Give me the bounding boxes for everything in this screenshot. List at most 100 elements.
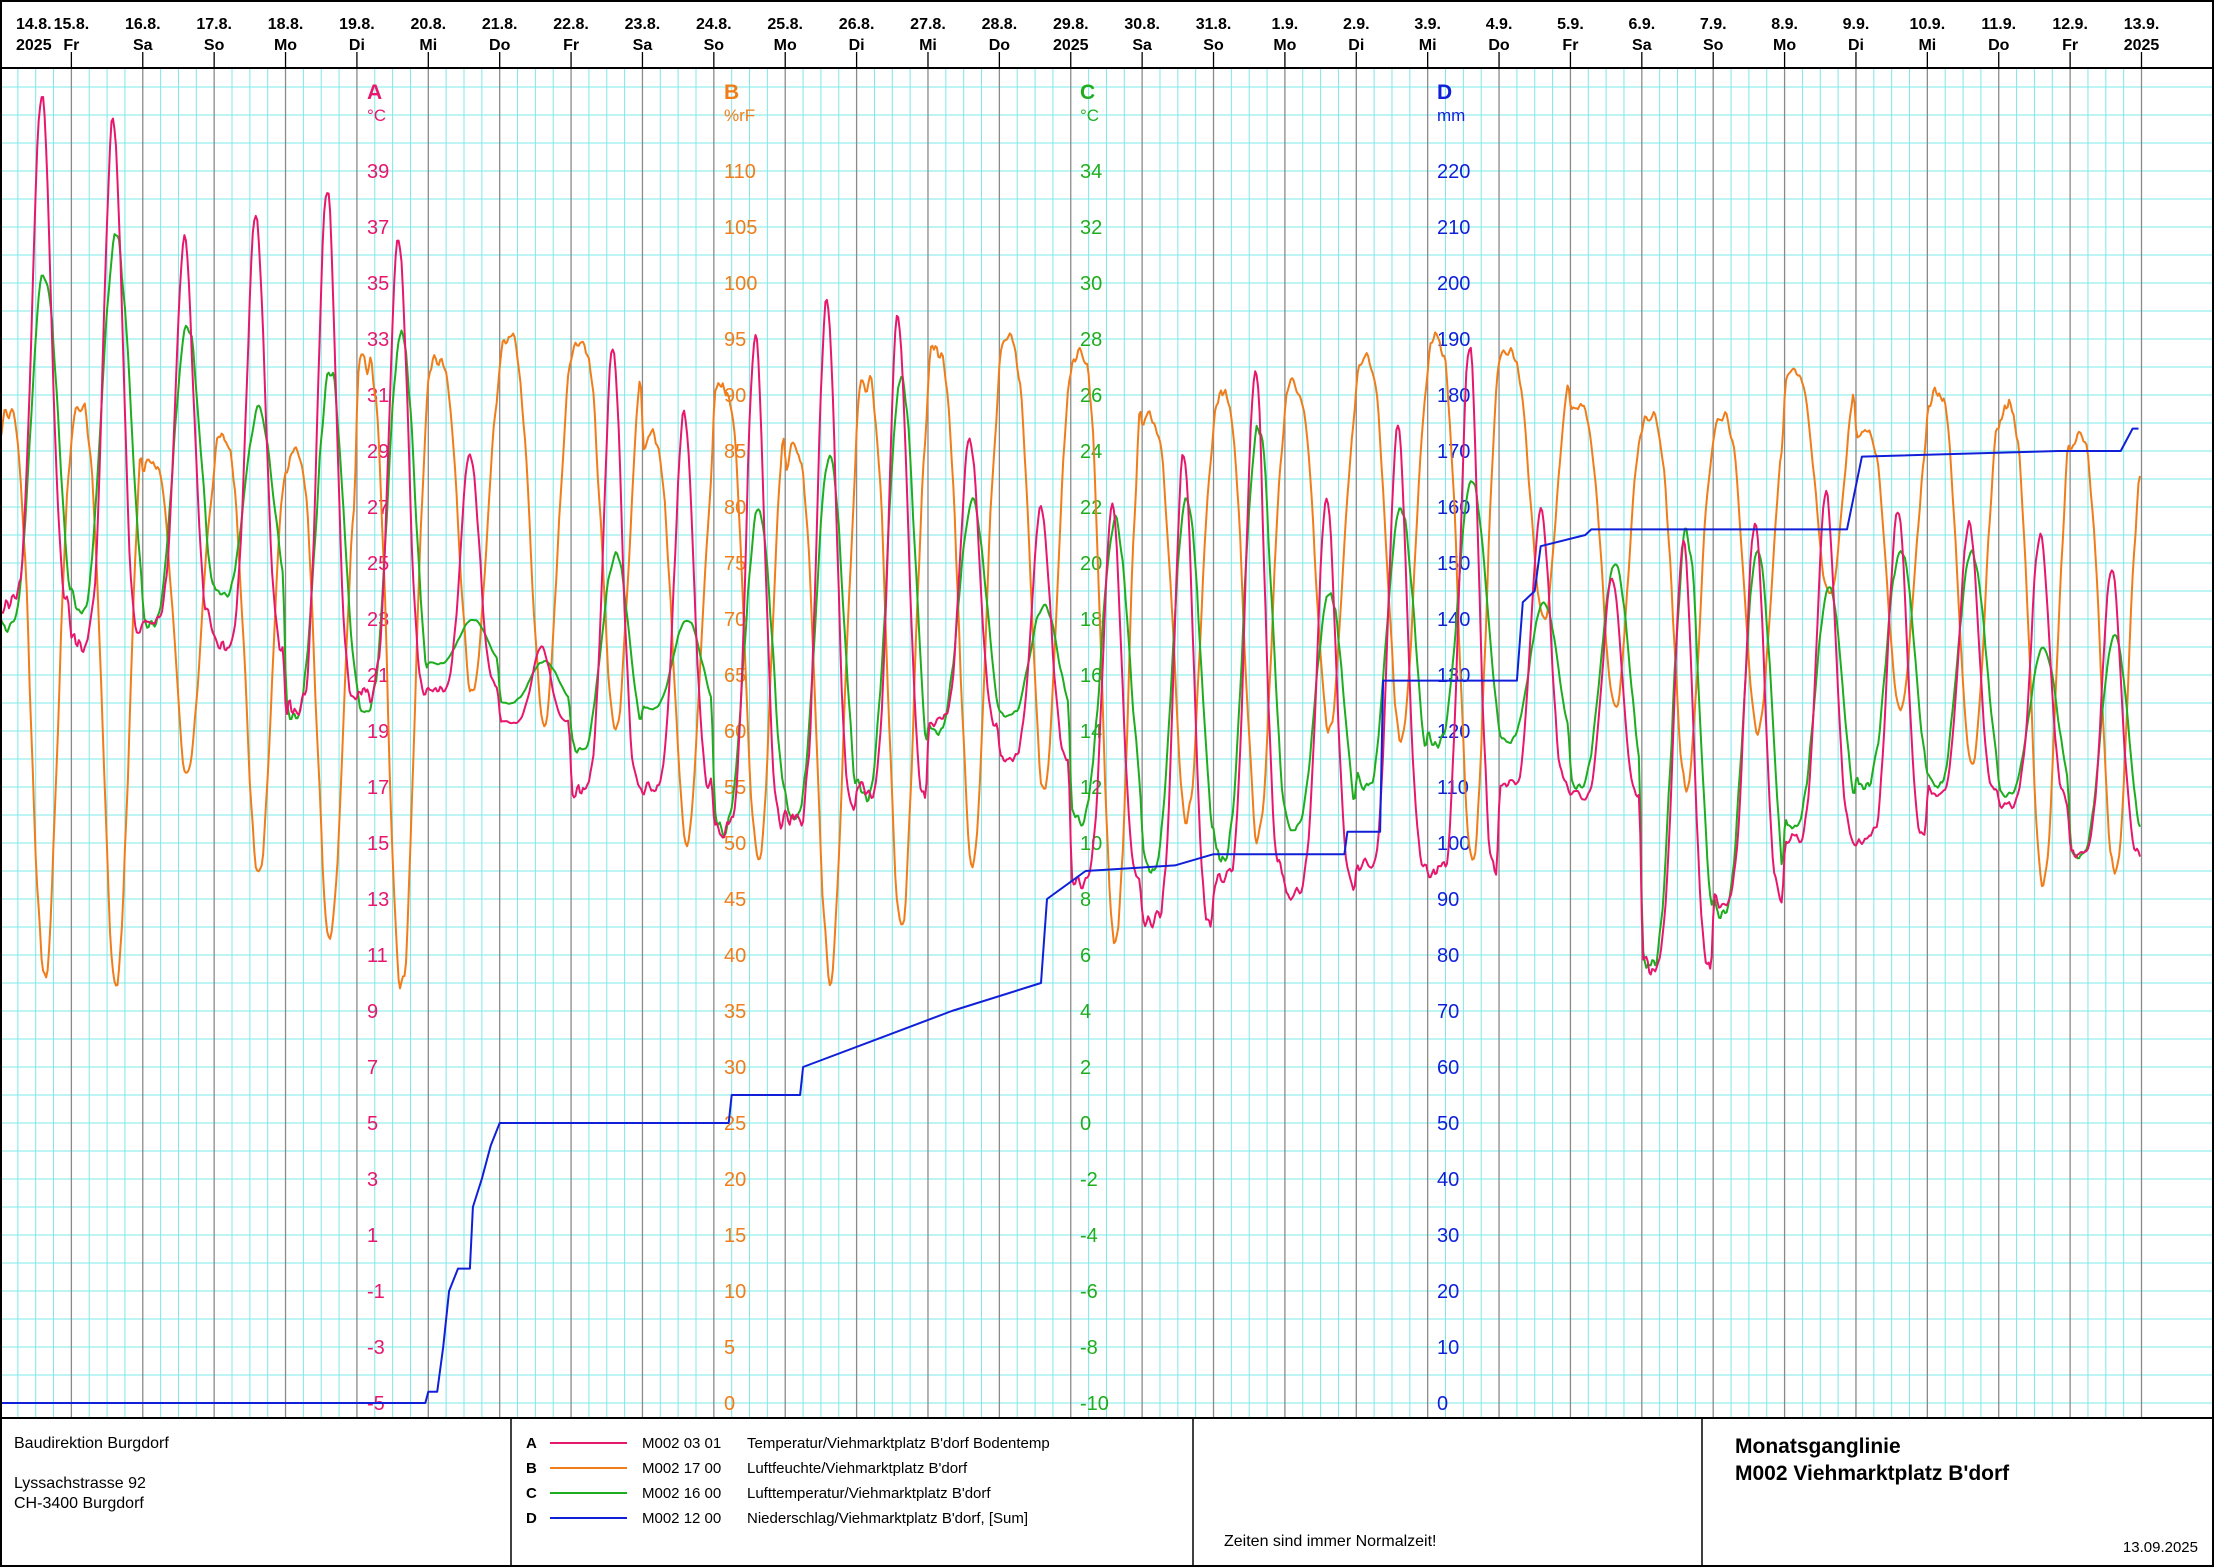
org-name: Baudirektion Burgdorf <box>14 1435 169 1452</box>
day-label: Fr <box>63 37 79 54</box>
tick-label-D: 170 <box>1437 441 1470 463</box>
org-street: Lyssachstrasse 92 <box>14 1475 146 1492</box>
tick-label-C: 4 <box>1080 1001 1091 1023</box>
tick-label-A: 13 <box>367 889 389 911</box>
day-label: So <box>1703 37 1724 54</box>
tick-label-B: 55 <box>724 777 746 799</box>
day-label: Di <box>1848 37 1864 54</box>
day-label: 2025 <box>2124 37 2160 54</box>
tick-label-A: 1 <box>367 1225 378 1247</box>
day-label: Do <box>489 37 511 54</box>
axis-unit-A: °C <box>367 106 386 125</box>
legend-label-B: Luftfeuchte/Viehmarktplatz B'dorf <box>747 1460 968 1477</box>
tick-label-A: 27 <box>367 497 389 519</box>
day-label: Di <box>1348 37 1364 54</box>
legend-code-B: M002 17 00 <box>642 1460 721 1477</box>
series-line-D <box>0 427 2139 1404</box>
tick-label-D: 40 <box>1437 1169 1459 1191</box>
tick-label-C: 28 <box>1080 329 1102 351</box>
axis-letter-B: B <box>724 81 739 104</box>
date-label: 17.8. <box>196 16 232 33</box>
time-note: Zeiten sind immer Normalzeit! <box>1224 1533 1437 1550</box>
day-label: Mi <box>1419 37 1437 54</box>
tick-label-C: -10 <box>1080 1393 1109 1415</box>
tick-label-D: 150 <box>1437 553 1470 575</box>
date-label: 28.8. <box>982 16 1018 33</box>
tick-label-B: 30 <box>724 1057 746 1079</box>
tick-label-D: 0 <box>1437 1393 1448 1415</box>
tick-label-B: 90 <box>724 385 746 407</box>
tick-label-A: 19 <box>367 721 389 743</box>
tick-label-B: 80 <box>724 497 746 519</box>
date-label: 5.9. <box>1557 16 1584 33</box>
tick-label-C: 10 <box>1080 833 1102 855</box>
tick-label-A: 23 <box>367 609 389 631</box>
date-label: 23.8. <box>625 16 661 33</box>
tick-label-A: 39 <box>367 161 389 183</box>
tick-label-B: 10 <box>724 1281 746 1303</box>
legend-label-A: Temperatur/Viehmarktplatz B'dorf Bodente… <box>747 1435 1050 1452</box>
date-label: 1.9. <box>1272 16 1299 33</box>
tick-label-C: 2 <box>1080 1057 1091 1079</box>
tick-label-B: 95 <box>724 329 746 351</box>
tick-label-B: 35 <box>724 1001 746 1023</box>
tick-label-A: 11 <box>367 945 388 967</box>
tick-label-C: 18 <box>1080 609 1102 631</box>
tick-label-D: 200 <box>1437 273 1470 295</box>
tick-label-B: 70 <box>724 609 746 631</box>
tick-label-A: 29 <box>367 441 389 463</box>
axis-letter-C: C <box>1080 81 1095 104</box>
series-line-C <box>0 233 2141 969</box>
day-label: Do <box>989 37 1011 54</box>
date-label: 21.8. <box>482 16 518 33</box>
tick-label-B: 60 <box>724 721 746 743</box>
tick-label-D: 10 <box>1437 1337 1459 1359</box>
tick-label-D: 50 <box>1437 1113 1459 1135</box>
date-label: 6.9. <box>1628 16 1655 33</box>
day-label: Do <box>1988 37 2010 54</box>
tick-label-D: 60 <box>1437 1057 1459 1079</box>
tick-label-B: 65 <box>724 665 746 687</box>
tick-label-C: -2 <box>1080 1169 1098 1191</box>
axis-letter-D: D <box>1437 81 1452 104</box>
day-label: Do <box>1488 37 1510 54</box>
day-label: Sa <box>1632 37 1652 54</box>
day-label: Mo <box>1273 37 1296 54</box>
date-header: 14.8.202515.8.Fr16.8.Sa17.8.So18.8.Mo19.… <box>0 16 2159 68</box>
date-label: 25.8. <box>767 16 803 33</box>
tick-label-C: 30 <box>1080 273 1102 295</box>
tick-label-C: -4 <box>1080 1225 1098 1247</box>
axis-unit-B: %rF <box>724 106 755 125</box>
legend: A M002 03 01 Temperatur/Viehmarktplatz B'd… <box>526 1435 1050 1527</box>
day-label: Sa <box>633 37 653 54</box>
day-label: Mi <box>419 37 437 54</box>
date-label: 30.8. <box>1124 16 1160 33</box>
tick-label-A: 21 <box>367 665 389 687</box>
date-label: 24.8. <box>696 16 732 33</box>
day-label: Di <box>349 37 365 54</box>
tick-label-D: 130 <box>1437 665 1470 687</box>
tick-label-A: 25 <box>367 553 389 575</box>
day-label: Mi <box>1918 37 1936 54</box>
tick-label-B: 40 <box>724 945 746 967</box>
tick-label-D: 80 <box>1437 945 1459 967</box>
series-lines <box>0 96 2141 1404</box>
day-label: Di <box>849 37 865 54</box>
tick-label-C: 32 <box>1080 217 1102 239</box>
date-label: 2.9. <box>1343 16 1370 33</box>
tick-label-C: -8 <box>1080 1337 1098 1359</box>
tick-label-A: 33 <box>367 329 389 351</box>
date-label: 14.8. <box>16 16 52 33</box>
tick-label-D: 70 <box>1437 1001 1459 1023</box>
tick-label-A: 37 <box>367 217 389 239</box>
tick-label-D: 140 <box>1437 609 1470 631</box>
legend-letter-A: A <box>526 1435 537 1452</box>
tick-label-B: 110 <box>724 161 756 183</box>
axis-unit-D: mm <box>1437 106 1465 125</box>
date-label: 29.8. <box>1053 16 1089 33</box>
day-label: Sa <box>1132 37 1152 54</box>
tick-label-D: 20 <box>1437 1281 1459 1303</box>
tick-label-D: 180 <box>1437 385 1470 407</box>
tick-label-B: 50 <box>724 833 746 855</box>
legend-code-C: M002 16 00 <box>642 1485 721 1502</box>
